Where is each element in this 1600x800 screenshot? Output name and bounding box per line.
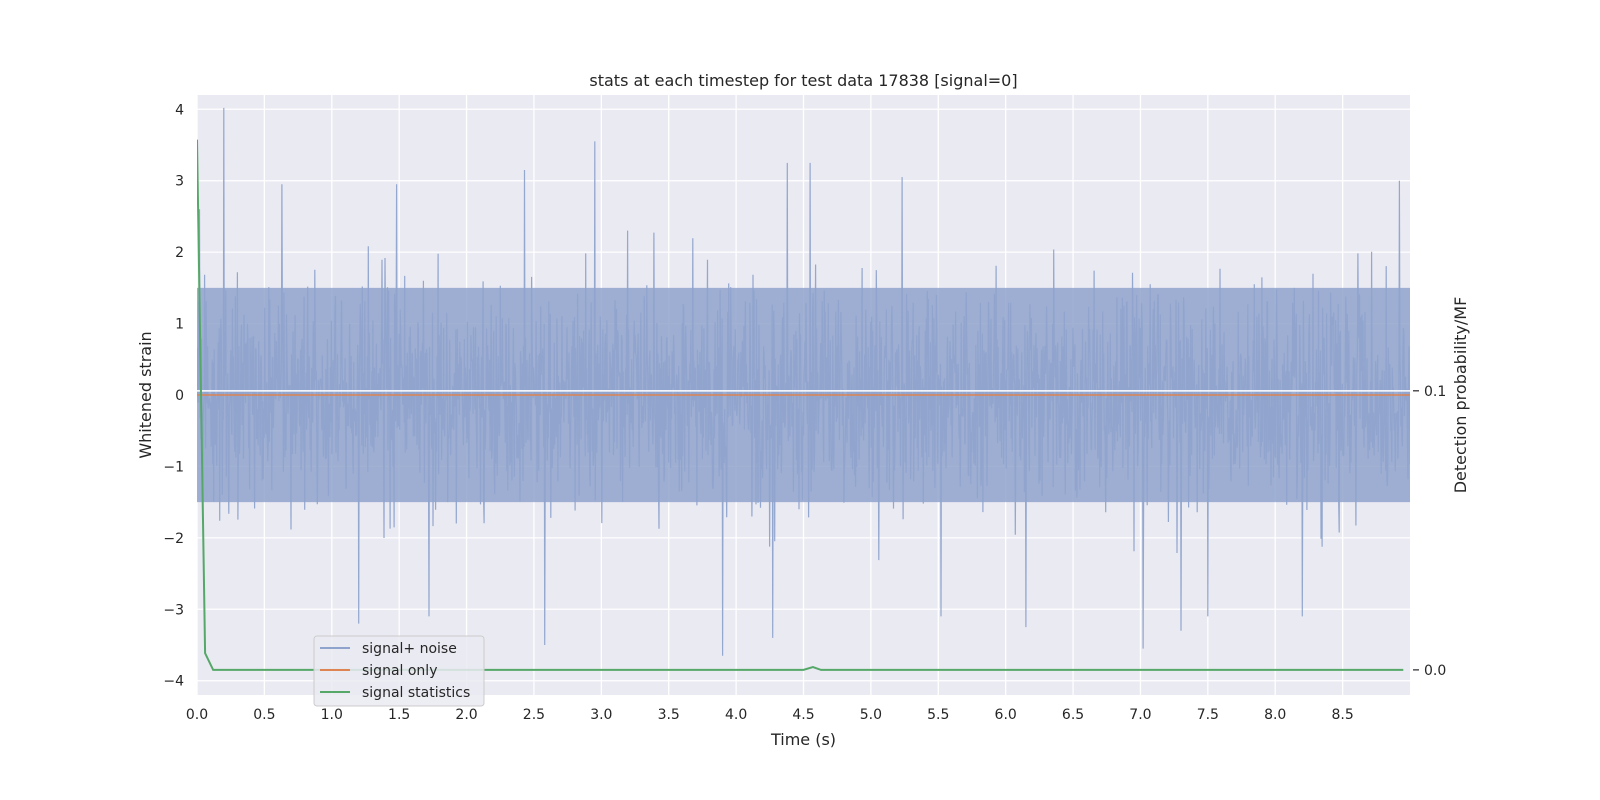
x-tick-label: 0.5	[253, 707, 275, 723]
x-tick-label: 2.0	[455, 707, 477, 723]
y-axis-label: Whitened strain	[136, 331, 155, 458]
y2-axis-label: Detection probability/MF	[1451, 297, 1470, 494]
y-tick-label: −4	[163, 674, 184, 690]
x-tick-label: 1.0	[321, 707, 343, 723]
legend-label: signal only	[362, 663, 437, 679]
x-tick-label: 8.0	[1264, 707, 1286, 723]
y2-tick-label: 0.1	[1424, 384, 1446, 400]
y-tick-label: −3	[163, 602, 184, 618]
y-tick-label: 3	[175, 174, 184, 190]
y-tick-label: 1	[175, 317, 184, 333]
y2-tick-label: 0.0	[1424, 663, 1446, 679]
legend-label: signal statistics	[362, 685, 470, 701]
x-tick-label: 7.0	[1129, 707, 1151, 723]
x-tick-label: 4.5	[792, 707, 814, 723]
x-tick-label: 5.0	[860, 707, 882, 723]
x-tick-label: 2.5	[523, 707, 545, 723]
x-tick-label: 3.5	[658, 707, 680, 723]
x-axis-label: Time (s)	[770, 730, 836, 749]
x-tick-label: 6.5	[1062, 707, 1084, 723]
signal-noise-line	[197, 107, 1410, 656]
y-tick-label: 0	[175, 388, 184, 404]
x-tick-label: 5.5	[927, 707, 949, 723]
y-tick-label: 2	[175, 245, 184, 261]
x-tick-label: 6.0	[995, 707, 1017, 723]
x-tick-label: 3.0	[590, 707, 612, 723]
chart-title: stats at each timestep for test data 178…	[589, 71, 1017, 90]
x-tick-label: 7.5	[1197, 707, 1219, 723]
x-tick-label: 0.0	[186, 707, 208, 723]
y-tick-label: −1	[163, 459, 184, 475]
x-tick-label: 8.5	[1331, 707, 1353, 723]
signal-statistics-line	[197, 139, 1404, 671]
legend-box	[313, 635, 485, 707]
x-tick-label: 1.5	[388, 707, 410, 723]
y-tick-label: 4	[175, 102, 184, 118]
x-tick-label: 4.0	[725, 707, 747, 723]
y-tick-label: −2	[163, 531, 184, 547]
legend: signal+ noise signal only signal statistic…	[313, 635, 485, 707]
legend-label: signal+ noise	[362, 641, 457, 657]
